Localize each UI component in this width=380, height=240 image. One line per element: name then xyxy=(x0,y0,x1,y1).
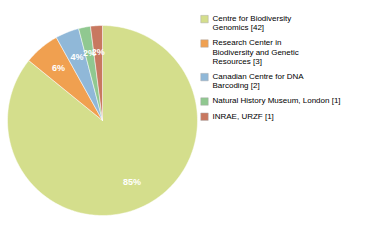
svg-text:INRAE, URZF [1]: INRAE, URZF [1] xyxy=(213,112,274,121)
svg-text:Natural History Museum, London: Natural History Museum, London [1] xyxy=(213,96,341,105)
svg-text:2%: 2% xyxy=(92,47,105,57)
svg-text:4%: 4% xyxy=(71,52,84,62)
svg-text:6%: 6% xyxy=(52,63,65,73)
svg-text:Centre for BiodiversityGenomic: Centre for BiodiversityGenomics [42] xyxy=(213,14,292,32)
svg-text:Canadian Centre for DNABarcodi: Canadian Centre for DNABarcoding [2] xyxy=(213,72,305,90)
svg-text:2%: 2% xyxy=(83,48,97,59)
svg-text:Research Center inBiodiversity: Research Center inBiodiversity and Genet… xyxy=(213,38,299,65)
svg-text:85%: 85% xyxy=(123,177,141,187)
